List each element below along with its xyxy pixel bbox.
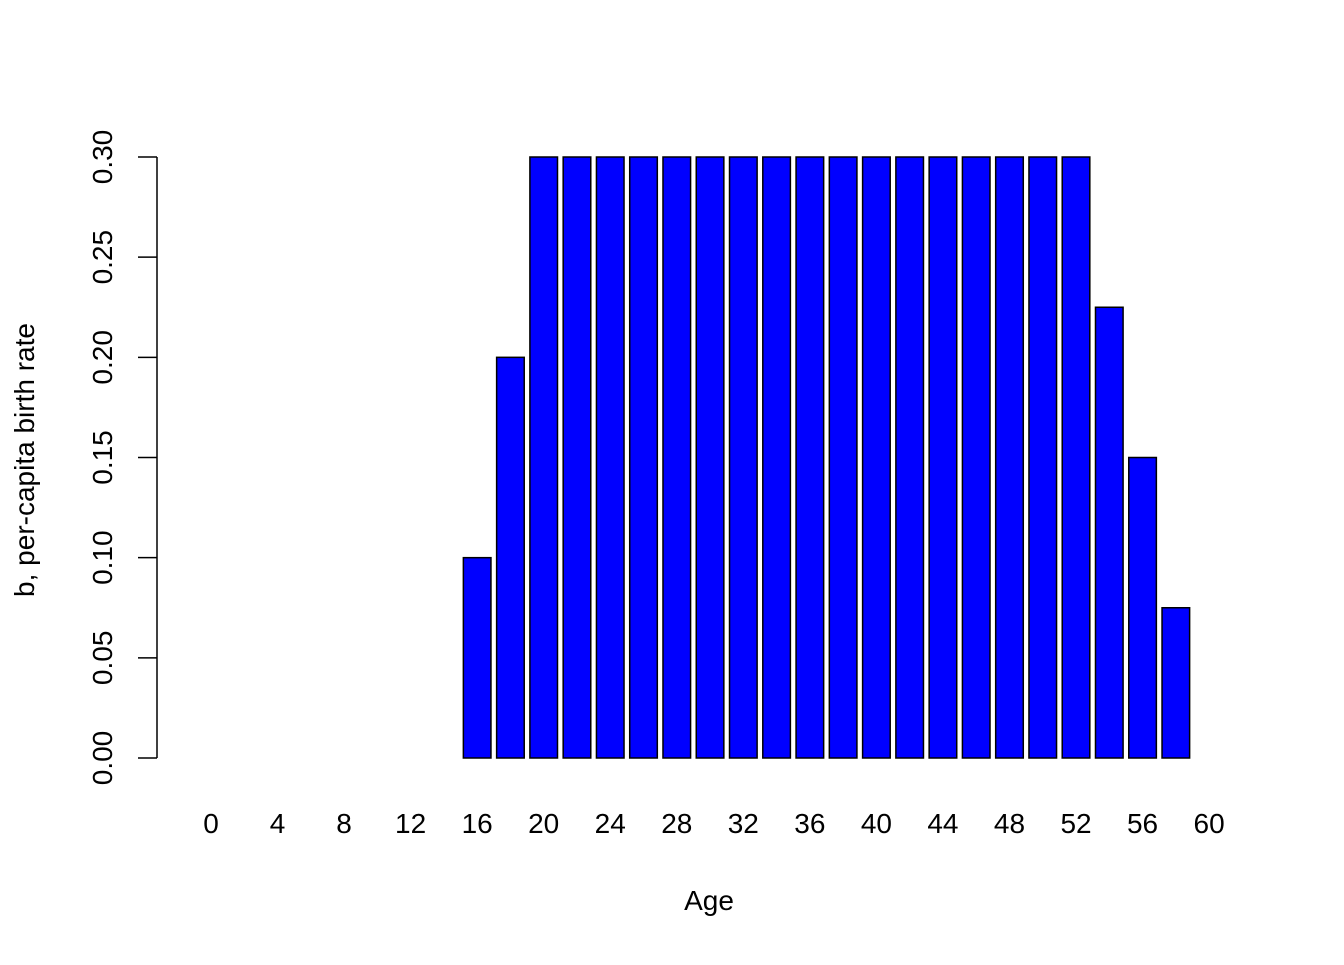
bar-age-50: [1028, 156, 1058, 759]
bar-age-42: [895, 156, 925, 759]
bar-age-34: [762, 156, 792, 759]
bar-age-26: [628, 156, 659, 759]
x-tick-labels: 0 4 8 12 16 20 24 28 32 36 40 44 48 52 56 60: [203, 808, 1224, 839]
y-axis: 0.00 0.05 0.10 0.15 0.20 0.25 0.30: [87, 130, 158, 786]
y-tick-label: 0.20: [87, 330, 118, 385]
bar-age-52: [1061, 156, 1091, 759]
bar-age-22: [562, 156, 592, 759]
bars-layer: [462, 156, 1191, 759]
x-tick-label: 28: [661, 808, 692, 839]
y-tick-label: 0.25: [87, 230, 118, 285]
x-tick-label: 4: [270, 808, 286, 839]
y-tick-label: 0.05: [87, 631, 118, 686]
bar-age-44: [928, 156, 958, 759]
x-tick-label: 44: [927, 808, 958, 839]
bar-age-58: [1161, 607, 1191, 759]
bar-age-28: [662, 156, 692, 759]
x-tick-label: 60: [1194, 808, 1225, 839]
bar-age-46: [961, 156, 991, 759]
bar-age-30: [695, 156, 725, 759]
x-tick-label: 32: [728, 808, 759, 839]
y-axis-title: b, per-capita birth rate: [9, 323, 40, 597]
x-tick-label: 36: [794, 808, 825, 839]
bar-age-48: [994, 156, 1025, 759]
x-tick-label: 24: [595, 808, 626, 839]
x-tick-label: 0: [203, 808, 219, 839]
bar-age-32: [728, 156, 758, 759]
bar-age-18: [495, 356, 525, 759]
x-tick-label: 48: [994, 808, 1025, 839]
bar-age-36: [795, 156, 825, 759]
bar-age-16: [462, 556, 492, 759]
y-tick-label: 0.00: [87, 731, 118, 786]
bar-age-56: [1128, 456, 1158, 759]
bar-age-24: [595, 156, 625, 759]
bar-age-54: [1094, 306, 1124, 759]
x-tick-label: 56: [1127, 808, 1158, 839]
x-tick-label: 52: [1060, 808, 1091, 839]
bar-age-20: [529, 156, 559, 759]
y-tick-label: 0.15: [87, 430, 118, 485]
x-tick-label: 20: [528, 808, 559, 839]
bar-age-38: [828, 156, 858, 759]
y-tick-label: 0.10: [87, 530, 118, 585]
x-axis-title: Age: [684, 885, 734, 916]
y-tick-label: 0.30: [87, 130, 118, 185]
x-tick-label: 40: [861, 808, 892, 839]
bar-age-40: [861, 156, 891, 759]
x-tick-label: 16: [462, 808, 493, 839]
x-tick-label: 12: [395, 808, 426, 839]
x-tick-label: 8: [336, 808, 352, 839]
